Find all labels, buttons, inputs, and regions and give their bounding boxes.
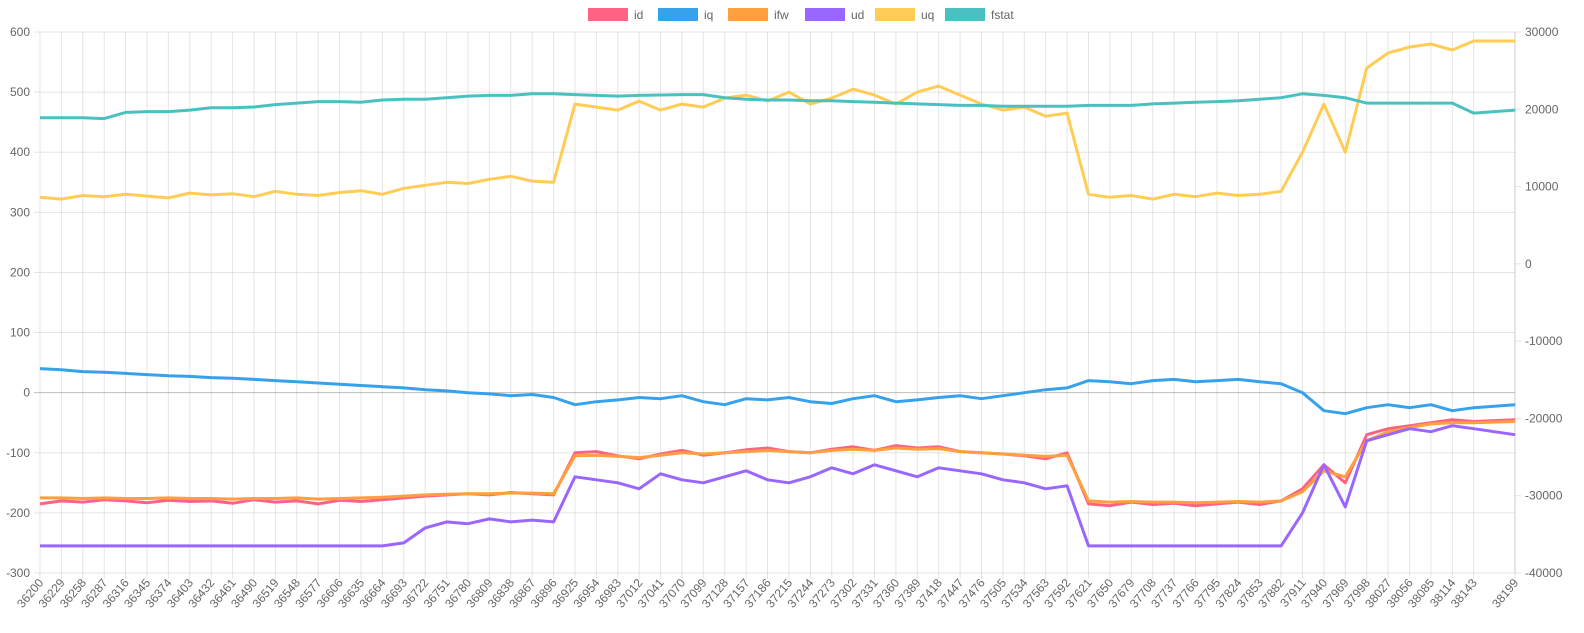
legend-item-fstat[interactable]: fstat (945, 8, 1014, 22)
legend-swatch-ifw (728, 8, 768, 21)
y-left-tick-label: -300 (6, 566, 30, 580)
legend-swatch-fstat (945, 8, 985, 21)
y-right-tick-label: 10000 (1525, 180, 1559, 194)
legend-swatch-uq (875, 8, 915, 21)
y-right-tick-label: 30000 (1525, 25, 1559, 39)
legend-swatch-id (588, 8, 628, 21)
legend-label: id (634, 8, 643, 22)
y-left-tick-label: 500 (10, 85, 30, 99)
x-axis: 3620036229362583628736316363453637436403… (14, 576, 1521, 611)
legend-label: iq (704, 8, 713, 22)
series-lines (39, 39, 1516, 548)
legend-item-ifw[interactable]: ifw (728, 8, 789, 22)
legend[interactable]: id iq ifw ud uq fstat (588, 8, 1014, 22)
y-right-tick-label: -40000 (1525, 566, 1563, 580)
legend-label: ud (851, 8, 864, 22)
legend-item-ud[interactable]: ud (805, 8, 864, 22)
y-left-tick-label: 0 (23, 386, 30, 400)
series-line-uq (39, 39, 1515, 201)
legend-label: ifw (774, 8, 789, 22)
y-right-tick-label: -10000 (1525, 334, 1563, 348)
legend-item-iq[interactable]: iq (658, 8, 713, 22)
series-line-ud (40, 424, 1516, 548)
legend-swatch-ud (805, 8, 845, 21)
y-left-tick-label: 200 (10, 265, 30, 279)
legend-swatch-iq (658, 8, 698, 21)
grid (34, 31, 1521, 579)
x-tick-label: 38199 (1489, 576, 1521, 611)
legend-item-uq[interactable]: uq (875, 8, 934, 22)
series-line-id (39, 418, 1516, 508)
y-right-tick-label: -20000 (1525, 411, 1563, 425)
y-left-tick-label: -200 (6, 506, 30, 520)
y-left-tick-label: 600 (10, 25, 30, 39)
y-left-tick-label: 400 (10, 145, 30, 159)
series-line-ifw (40, 420, 1516, 505)
legend-item-id[interactable]: id (588, 8, 643, 22)
y-right-tick-label: 20000 (1525, 102, 1559, 116)
legend-label: uq (921, 8, 934, 22)
series-line-iq (39, 367, 1516, 416)
y-axis-left: 600 500 400 300 200 100 0 -100 -200 -300 (6, 25, 30, 580)
y-left-tick-label: -100 (6, 446, 30, 460)
y-axis-right: 30000 20000 10000 0 -10000 -20000 -30000 -40000 (1525, 25, 1563, 580)
y-left-tick-label: 100 (10, 326, 30, 340)
legend-label: fstat (991, 8, 1014, 22)
series-line-fstat (40, 92, 1516, 121)
y-right-tick-label: -30000 (1525, 489, 1563, 503)
y-right-tick-label: 0 (1525, 257, 1532, 271)
y-left-tick-label: 300 (10, 205, 30, 219)
